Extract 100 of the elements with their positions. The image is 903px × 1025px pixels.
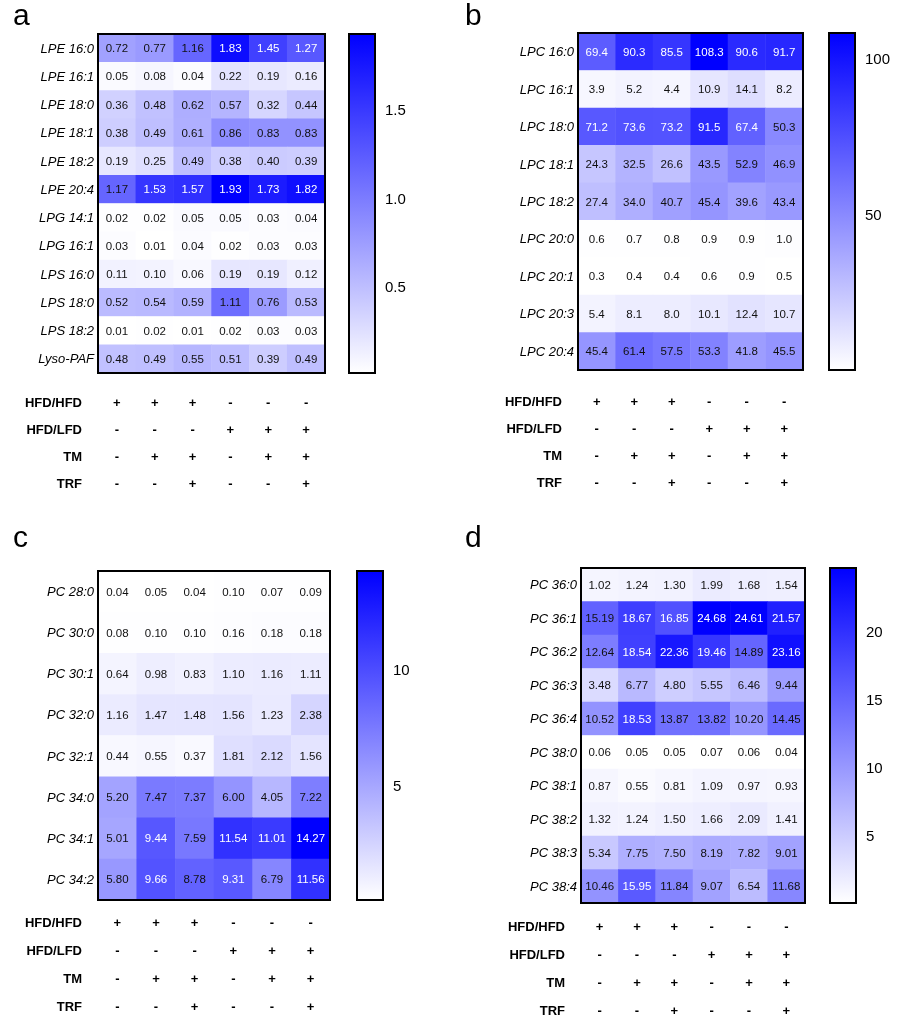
data-label: 91.7 [773,45,796,58]
data-label: 108.3 [694,45,724,58]
x-tick-label: - + - - [705,394,714,490]
data-label: 5.80 [106,873,129,886]
data-label: 0.09 [299,585,322,598]
data-label: 11.01 [258,832,286,845]
data-label: 11.56 [296,873,325,886]
data-label: 1.93 [219,183,242,196]
data-label: 0.05 [219,211,242,224]
data-label: 1.32 [588,813,611,826]
data-label: 0.4 [663,270,681,283]
data-label: 1.68 [737,578,761,591]
data-label: 1.83 [219,42,242,55]
data-label: 0.02 [219,239,242,252]
x-tick-label: - + + + [782,918,791,1018]
color-bar-label: 15 [866,691,883,709]
y-tick-label: LPS 16:0 [40,266,95,282]
data-label: 0.38 [219,155,242,168]
data-label: 0.38 [105,126,129,139]
text: HFD/HFD [507,918,565,934]
data-label: 11.54 [219,832,248,845]
y-tick-label: PC 38:0 [530,744,578,760]
data-label: 0.22 [219,70,242,83]
data-label: 0.77 [143,42,166,55]
data-label: 0.36 [105,98,129,111]
y-tick-label: LPE 18:2 [40,153,95,169]
data-label: 0.4 [626,270,643,283]
data-label: 16.85 [659,612,689,625]
data-label: 1.47 [144,708,168,721]
data-label: 0.03 [257,239,280,252]
data-label: 1.24 [625,813,649,826]
x-tick-label: - + - - [707,918,716,1018]
x-tick-label: - + - - [229,914,238,1014]
y-tick-label: PC 36:0 [530,577,578,593]
data-label: 0.10 [143,268,166,281]
text: HFD/HFD [24,914,82,930]
data-label: 4.4 [663,83,681,96]
y-tick-label: Lyso-PAF [38,351,96,367]
x-tick-label: - + + - [742,394,751,490]
data-label: 1.09 [700,779,723,792]
y-tick-label: LPC 16:0 [519,44,575,60]
data-label: 0.83 [257,126,280,139]
y-tick-label: PC 38:2 [530,811,578,827]
data-label: 1.0 [776,232,793,245]
data-label: 13.82 [697,712,727,725]
data-label: 0.76 [257,296,280,309]
color-bar-label: 10 [393,661,410,679]
data-label: 0.06 [181,268,204,281]
y-tick-label: PC 36:2 [530,644,578,660]
data-label: 0.6 [588,232,605,245]
data-label: 52.9 [735,158,758,171]
data-label: 11.68 [772,880,801,893]
data-label: 1.66 [700,813,723,826]
data-label: 0.16 [222,626,245,639]
data-label: 43.4 [773,195,797,208]
text: TRF [536,475,563,490]
data-label: 0.9 [738,270,755,283]
data-label: 40.7 [660,195,683,208]
data-label: 1.17 [105,183,129,196]
data-label: 0.49 [143,126,166,139]
data-label: 0.11 [106,268,128,281]
data-label: 0.97 [737,779,761,792]
data-label: 73.6 [623,120,646,133]
y-tick-label: LPC 18:0 [519,119,575,135]
data-label: 0.86 [219,126,242,139]
data-label: 9.66 [144,873,168,886]
data-label: 4.05 [260,791,284,804]
data-label: 9.31 [222,873,245,886]
data-label: 26.6 [660,158,683,171]
y-tick-label: PC 32:0 [47,707,95,723]
data-label: 8.1 [626,307,643,320]
data-label: 0.01 [143,239,166,252]
data-label: 1.27 [294,42,318,55]
y-tick-label: LPE 18:1 [40,125,94,141]
data-label: 0.48 [143,98,166,111]
x-tick-label: + - + - [633,918,642,1018]
color-bar-label: 1.0 [385,189,406,207]
color-bar-label: 50 [865,206,882,224]
data-label: 71.2 [585,120,608,133]
data-label: 0.19 [219,268,242,281]
x-tick-label: + - + + [188,395,197,491]
data-label: 1.30 [663,578,686,591]
text: HFD/LFD [26,422,82,437]
data-label: 1.48 [183,708,206,721]
data-label: 0.01 [105,324,129,337]
data-label: 0.39 [257,352,280,365]
data-label: 0.57 [219,98,242,111]
data-label: 67.4 [735,120,759,133]
data-label: 9.44 [775,679,799,692]
data-label: 10.1 [698,307,721,320]
data-label: 10.20 [734,712,764,725]
data-label: 0.40 [257,155,280,168]
x-tick-label: + - - - [113,395,122,491]
data-label: 1.81 [222,750,245,763]
data-label: 0.10 [144,626,168,639]
data-label: 0.07 [700,746,723,759]
data-label: 0.01 [181,324,204,337]
data-label: 90.3 [623,45,646,58]
text: HFD/LFD [26,942,82,958]
x-tick-label: + - + + [190,914,199,1014]
